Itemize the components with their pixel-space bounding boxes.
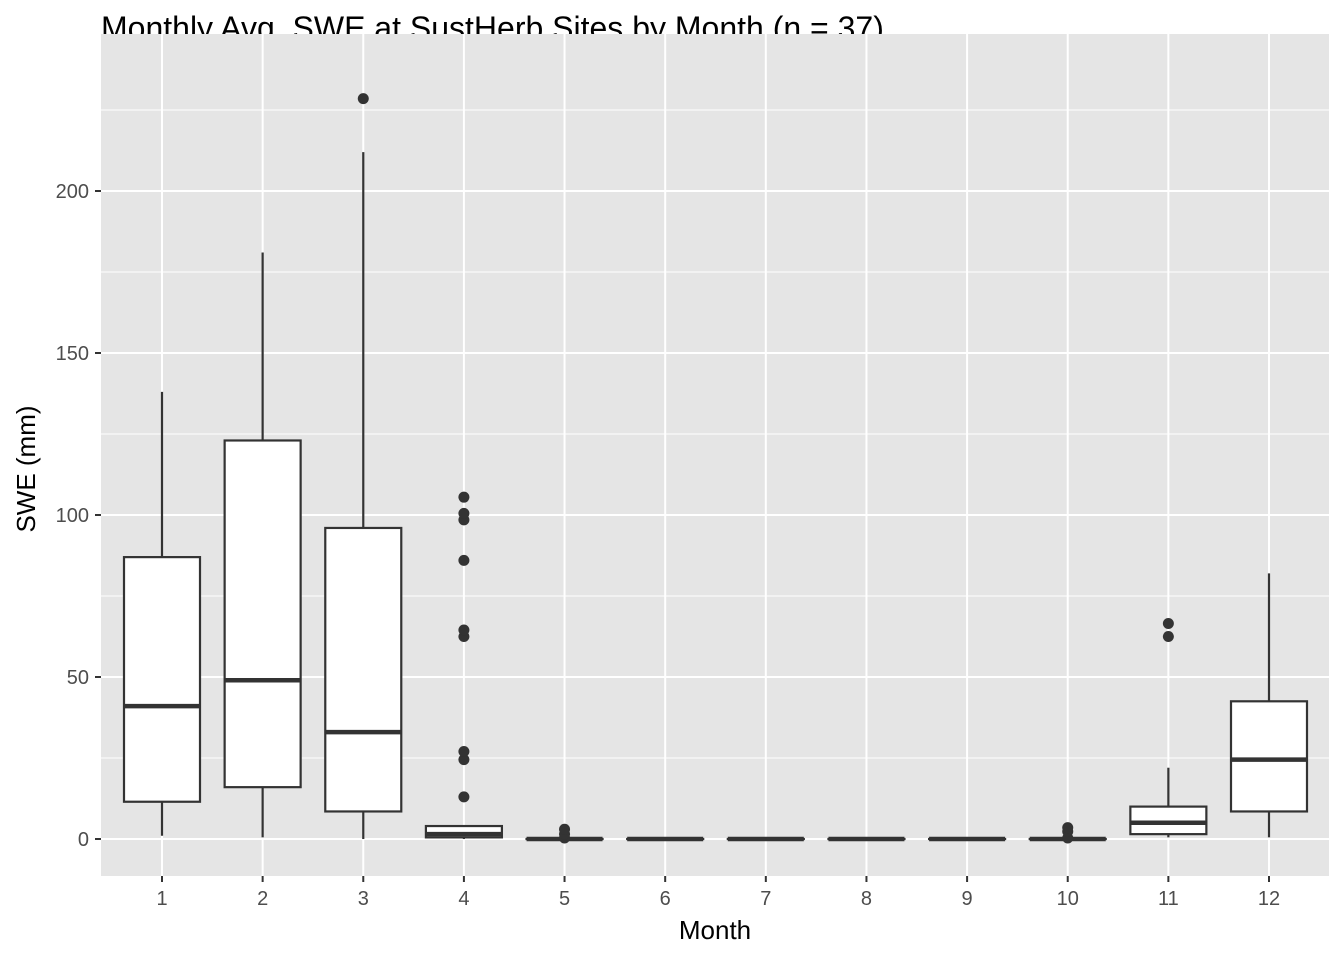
y-tick-label: 50 [67, 667, 89, 689]
outlier-point [1162, 631, 1174, 642]
x-tick-label: 12 [1258, 888, 1280, 910]
outlier-point [559, 823, 571, 835]
x-tick-label: 3 [358, 888, 369, 910]
y-axis-title: SWE (mm) [11, 405, 41, 532]
grid-minor [101, 109, 1329, 759]
x-tick-label: 6 [660, 888, 671, 910]
y-tick-label: 150 [56, 343, 89, 365]
outlier-point [357, 93, 369, 105]
x-tick-label: 9 [962, 888, 973, 910]
x-tick-label: 11 [1158, 888, 1179, 910]
outlier-point [458, 746, 470, 758]
x-axis: 1 2 3 4 5 6 7 8 9 10 11 12 [156, 876, 1280, 910]
box-iqr [1229, 700, 1309, 813]
box-month-11 [1129, 618, 1208, 838]
outlier-point [458, 624, 470, 636]
box-month-2 [223, 252, 302, 838]
outlier-point [1062, 822, 1074, 834]
box-iqr [122, 556, 202, 803]
x-tick-label: 2 [257, 888, 268, 910]
y-tick-label: 100 [56, 505, 89, 527]
x-tick-label: 7 [760, 888, 771, 910]
x-tick-label: 4 [458, 888, 469, 910]
x-tick-label: 8 [861, 888, 872, 910]
boxes [122, 93, 1309, 844]
outlier-point [458, 554, 470, 566]
y-tick-label: 0 [78, 829, 89, 851]
x-tick-label: 1 [156, 888, 167, 910]
box-iqr [223, 439, 302, 789]
outlier-point [1162, 618, 1174, 630]
outlier-point [458, 491, 470, 503]
box-month-12 [1229, 573, 1309, 838]
y-axis: 0 50 100 150 200 [56, 181, 101, 851]
box-month-5 [525, 823, 604, 844]
box-month-3 [324, 93, 403, 839]
box-month-1 [122, 391, 202, 836]
outlier-point [458, 507, 470, 519]
box-month-10 [1028, 822, 1107, 844]
box-iqr [324, 526, 403, 813]
outlier-point [458, 791, 470, 803]
plot-panel [101, 34, 1329, 876]
box-iqr [1129, 805, 1208, 836]
x-tick-label: 5 [559, 888, 570, 910]
x-axis-title: Month [679, 915, 751, 945]
box-iqr [424, 824, 504, 839]
box-month-4 [424, 491, 504, 839]
outlier-point [458, 754, 470, 766]
y-tick-label: 200 [56, 181, 89, 203]
x-tick-label: 10 [1057, 888, 1079, 910]
